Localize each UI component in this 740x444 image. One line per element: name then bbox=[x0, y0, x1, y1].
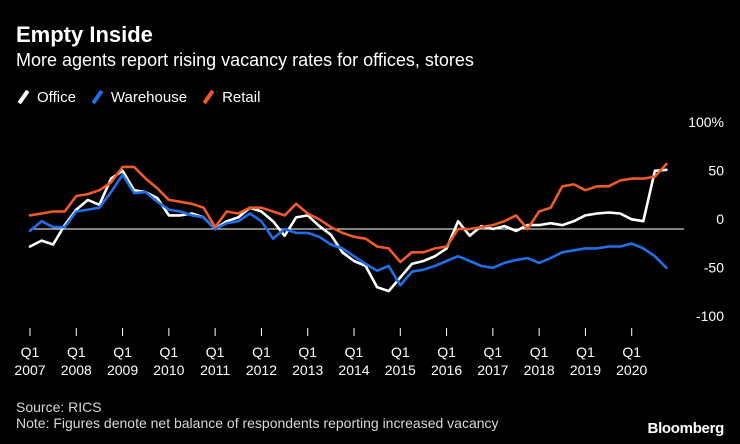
chart-subtitle: More agents report rising vacancy rates … bbox=[16, 50, 474, 70]
x-tick-label-year: 2008 bbox=[61, 362, 92, 378]
legend-item-retail: Retail bbox=[201, 89, 260, 106]
x-tick-label-quarter: Q1 bbox=[160, 344, 179, 360]
x-tick-label-year: 2019 bbox=[570, 362, 601, 378]
x-tick-label-year: 2012 bbox=[246, 362, 277, 378]
x-tick-label-quarter: Q1 bbox=[484, 344, 503, 360]
series-line-office bbox=[28, 168, 668, 293]
x-tick-label-year: 2016 bbox=[431, 362, 462, 378]
x-tick-label-quarter: Q1 bbox=[206, 344, 225, 360]
bloomberg-logo: Bloomberg bbox=[647, 420, 725, 437]
x-tick-label-quarter: Q1 bbox=[530, 344, 549, 360]
y-tick-label: 100% bbox=[688, 114, 724, 130]
legend-label-office: Office bbox=[37, 88, 76, 106]
x-tick-label-year: 2009 bbox=[107, 362, 138, 378]
x-tick-label-year: 2013 bbox=[292, 362, 323, 378]
legend-item-office: Office bbox=[16, 89, 76, 106]
x-tick-label-quarter: Q1 bbox=[622, 344, 641, 360]
chart-title: Empty Inside bbox=[16, 22, 153, 47]
x-tick-label-year: 2007 bbox=[14, 362, 45, 378]
source-note: Source: RICS bbox=[16, 399, 102, 415]
y-tick-label: 0 bbox=[716, 211, 724, 227]
legend-label-retail: Retail bbox=[222, 88, 261, 106]
x-tick-label-year: 2018 bbox=[524, 362, 555, 378]
y-tick-label: -100 bbox=[696, 308, 724, 324]
y-tick-label: -50 bbox=[704, 260, 724, 276]
x-tick-label-quarter: Q1 bbox=[113, 344, 132, 360]
x-tick-label-quarter: Q1 bbox=[67, 344, 86, 360]
legend-item-warehouse: Warehouse bbox=[90, 89, 187, 106]
x-tick-label-year: 2011 bbox=[200, 362, 230, 378]
x-tick-label-year: 2015 bbox=[385, 362, 416, 378]
series-line-warehouse bbox=[28, 173, 668, 287]
x-tick-label-quarter: Q1 bbox=[576, 344, 595, 360]
x-tick-label-year: 2010 bbox=[153, 362, 184, 378]
legend-label-warehouse: Warehouse bbox=[110, 88, 188, 106]
x-tick-label-year: 2020 bbox=[616, 362, 647, 378]
series-line-retail bbox=[28, 162, 668, 264]
x-tick-label-year: 2014 bbox=[338, 362, 369, 378]
x-tick-label-year: 2017 bbox=[477, 362, 508, 378]
x-tick-label-quarter: Q1 bbox=[345, 344, 364, 360]
y-tick-label: 50 bbox=[708, 163, 724, 179]
x-tick-label-quarter: Q1 bbox=[252, 344, 271, 360]
x-tick-label-quarter: Q1 bbox=[298, 344, 317, 360]
x-tick-label-quarter: Q1 bbox=[437, 344, 456, 360]
legend: Office Warehouse Retail bbox=[16, 86, 274, 108]
x-tick-label-quarter: Q1 bbox=[391, 344, 410, 360]
x-tick-label-quarter: Q1 bbox=[21, 344, 40, 360]
footnote: Note: Figures denote net balance of resp… bbox=[16, 415, 499, 431]
